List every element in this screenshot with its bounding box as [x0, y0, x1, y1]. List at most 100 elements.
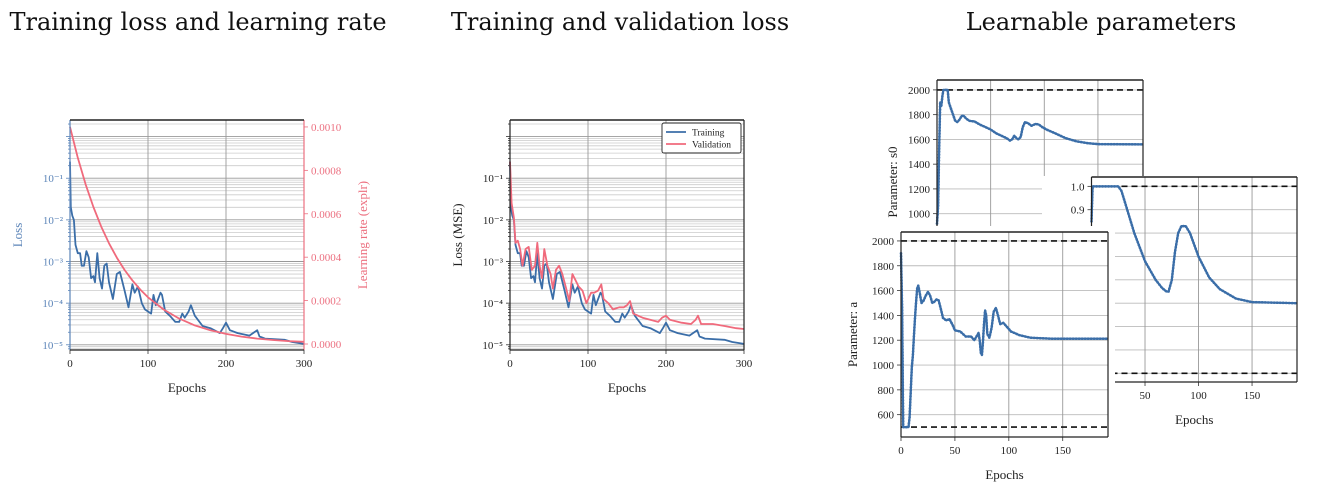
data-point-marker — [940, 313, 944, 317]
data-point-marker — [1040, 125, 1044, 129]
data-point-marker — [990, 321, 994, 325]
data-point-marker — [912, 332, 916, 335]
data-point-marker — [1008, 139, 1012, 142]
series-loss — [69, 161, 305, 345]
y-tick-label: 10⁻³ — [43, 257, 64, 269]
title-learnable-parameters: Learnable parameters — [965, 8, 1237, 36]
data-point-marker — [937, 192, 940, 195]
data-point-marker — [1023, 335, 1027, 338]
data-point-marker — [948, 104, 952, 108]
x-tick-label: 100 — [140, 358, 157, 370]
data-point-marker — [1177, 231, 1180, 234]
data-point-marker — [914, 305, 918, 308]
data-point-marker — [1007, 328, 1011, 331]
data-point-marker — [1127, 215, 1131, 218]
data-point-marker — [1077, 337, 1081, 341]
data-point-marker — [1129, 220, 1133, 224]
data-point-marker — [901, 398, 905, 402]
data-point-marker — [981, 347, 984, 350]
data-point-marker — [1231, 295, 1235, 299]
data-point-marker — [914, 308, 917, 311]
data-point-marker — [938, 126, 941, 129]
y-axis-label: Loss — [10, 223, 25, 248]
data-point-marker — [952, 115, 956, 119]
x-tick-label: 0 — [898, 445, 904, 457]
data-point-marker — [1145, 263, 1149, 266]
data-point-marker — [938, 129, 941, 132]
y-tick-label: 1800 — [908, 110, 931, 122]
data-point-marker — [967, 335, 971, 338]
data-point-marker — [1135, 238, 1138, 241]
data-point-marker — [1047, 337, 1051, 340]
data-point-marker — [901, 404, 905, 408]
data-point-marker — [918, 290, 921, 293]
data-point-marker — [900, 323, 904, 327]
x-axis-label: Epochs — [608, 380, 646, 395]
data-point-marker — [946, 89, 950, 93]
x-tick-label: 100 — [1001, 445, 1018, 457]
data-point-marker — [1122, 198, 1126, 201]
data-point-marker — [901, 422, 905, 426]
data-point-marker — [1118, 142, 1122, 146]
plot-4: 600 800 1000 1200 1400 1600 1800 2000 0 50 100 150 E… — [845, 226, 1115, 490]
legend-label: Training — [692, 129, 725, 139]
right-y-tick-label: 0.0004 — [311, 252, 342, 264]
data-point-marker — [1068, 337, 1072, 341]
data-point-marker — [1171, 272, 1174, 276]
data-point-marker — [1062, 337, 1066, 341]
legend-box — [661, 122, 742, 154]
data-point-marker — [1237, 297, 1240, 301]
data-point-marker — [986, 333, 990, 337]
data-point-marker — [951, 324, 955, 327]
x-tick-label: 0 — [507, 358, 513, 370]
data-point-marker — [1121, 142, 1125, 146]
data-point-marker — [980, 353, 984, 356]
data-point-marker — [985, 321, 988, 325]
data-point-marker — [1212, 281, 1216, 284]
data-point-marker — [1208, 276, 1212, 280]
data-point-marker — [922, 299, 925, 302]
data-point-marker — [914, 299, 918, 302]
data-point-marker — [978, 342, 982, 346]
data-point-marker — [924, 293, 928, 297]
data-point-marker — [1098, 337, 1102, 341]
data-point-marker — [927, 292, 931, 295]
data-point-marker — [1223, 291, 1227, 294]
data-point-marker — [987, 127, 991, 131]
data-point-marker — [1178, 228, 1182, 232]
data-point-marker — [1095, 185, 1098, 188]
data-point-marker — [1284, 301, 1288, 305]
data-point-marker — [937, 168, 941, 171]
data-point-marker — [901, 350, 904, 354]
x-tick-label: 300 — [296, 358, 313, 370]
data-point-marker — [1029, 336, 1033, 340]
data-point-marker — [962, 333, 965, 336]
data-point-marker — [1071, 138, 1074, 142]
data-point-marker — [1204, 269, 1207, 272]
data-point-marker — [1200, 261, 1203, 264]
data-point-marker — [1137, 243, 1141, 247]
legend-label: Validation — [692, 141, 731, 151]
data-point-marker — [912, 338, 916, 341]
y-tick-label: 10⁻² — [483, 215, 504, 227]
data-point-marker — [1173, 248, 1177, 252]
data-point-marker — [1278, 301, 1282, 305]
data-point-marker — [938, 114, 942, 117]
data-point-marker — [1095, 337, 1099, 341]
data-point-marker — [938, 304, 942, 308]
data-point-marker — [1027, 122, 1031, 126]
data-point-marker — [1092, 337, 1096, 341]
data-point-marker — [979, 123, 983, 127]
data-point-marker — [960, 331, 963, 334]
data-point-marker — [1136, 240, 1140, 244]
data-point-marker — [946, 318, 950, 322]
data-point-marker — [1009, 330, 1013, 333]
data-point-marker — [937, 174, 940, 177]
data-point-marker — [1136, 143, 1140, 146]
data-point-marker — [1091, 142, 1095, 145]
data-point-marker — [909, 380, 913, 383]
data-point-marker — [1162, 287, 1165, 291]
data-point-marker — [989, 330, 992, 334]
data-point-marker — [982, 320, 986, 323]
data-point-marker — [1120, 189, 1123, 193]
